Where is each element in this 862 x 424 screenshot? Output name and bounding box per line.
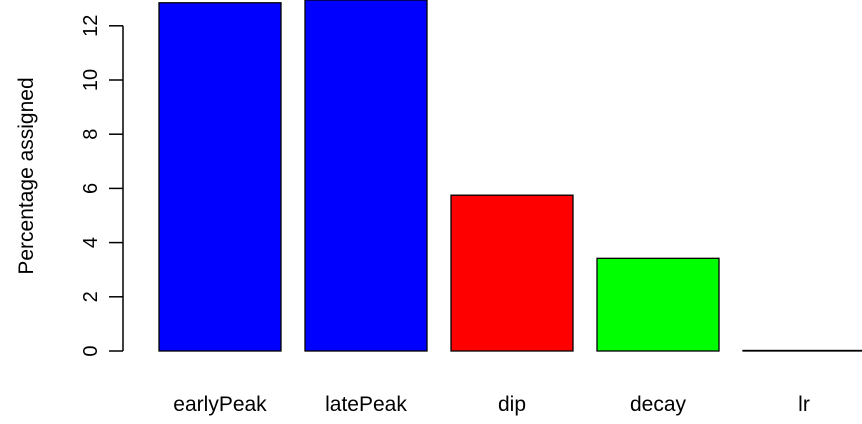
bar-earlyPeak [158, 2, 282, 352]
x-category-label: dip [498, 393, 526, 416]
x-category-label: latePeak [325, 393, 407, 416]
x-category-label: earlyPeak [173, 393, 267, 416]
y-tick-label: 6 [80, 183, 102, 194]
y-tick-label: 10 [80, 69, 102, 91]
bar-lr [742, 349, 862, 352]
y-axis-title: Percentage assigned [15, 77, 38, 274]
y-tick-label: 0 [80, 345, 102, 356]
y-tick-label: 4 [80, 237, 102, 248]
y-tick-label: 8 [80, 129, 102, 140]
x-category-label: decay [630, 393, 687, 416]
bar-dip [450, 194, 574, 352]
bar-latePeak [304, 0, 428, 352]
bar-decay [596, 257, 720, 352]
y-axis: 0 2 4 6 8 10 12 [80, 15, 124, 357]
x-axis-labels: earlyPeak latePeak dip decay lr [173, 393, 810, 416]
bars-group [158, 0, 862, 352]
y-tick-label: 2 [80, 291, 102, 302]
y-tick-label: 12 [80, 15, 102, 37]
x-category-label: lr [798, 393, 810, 416]
